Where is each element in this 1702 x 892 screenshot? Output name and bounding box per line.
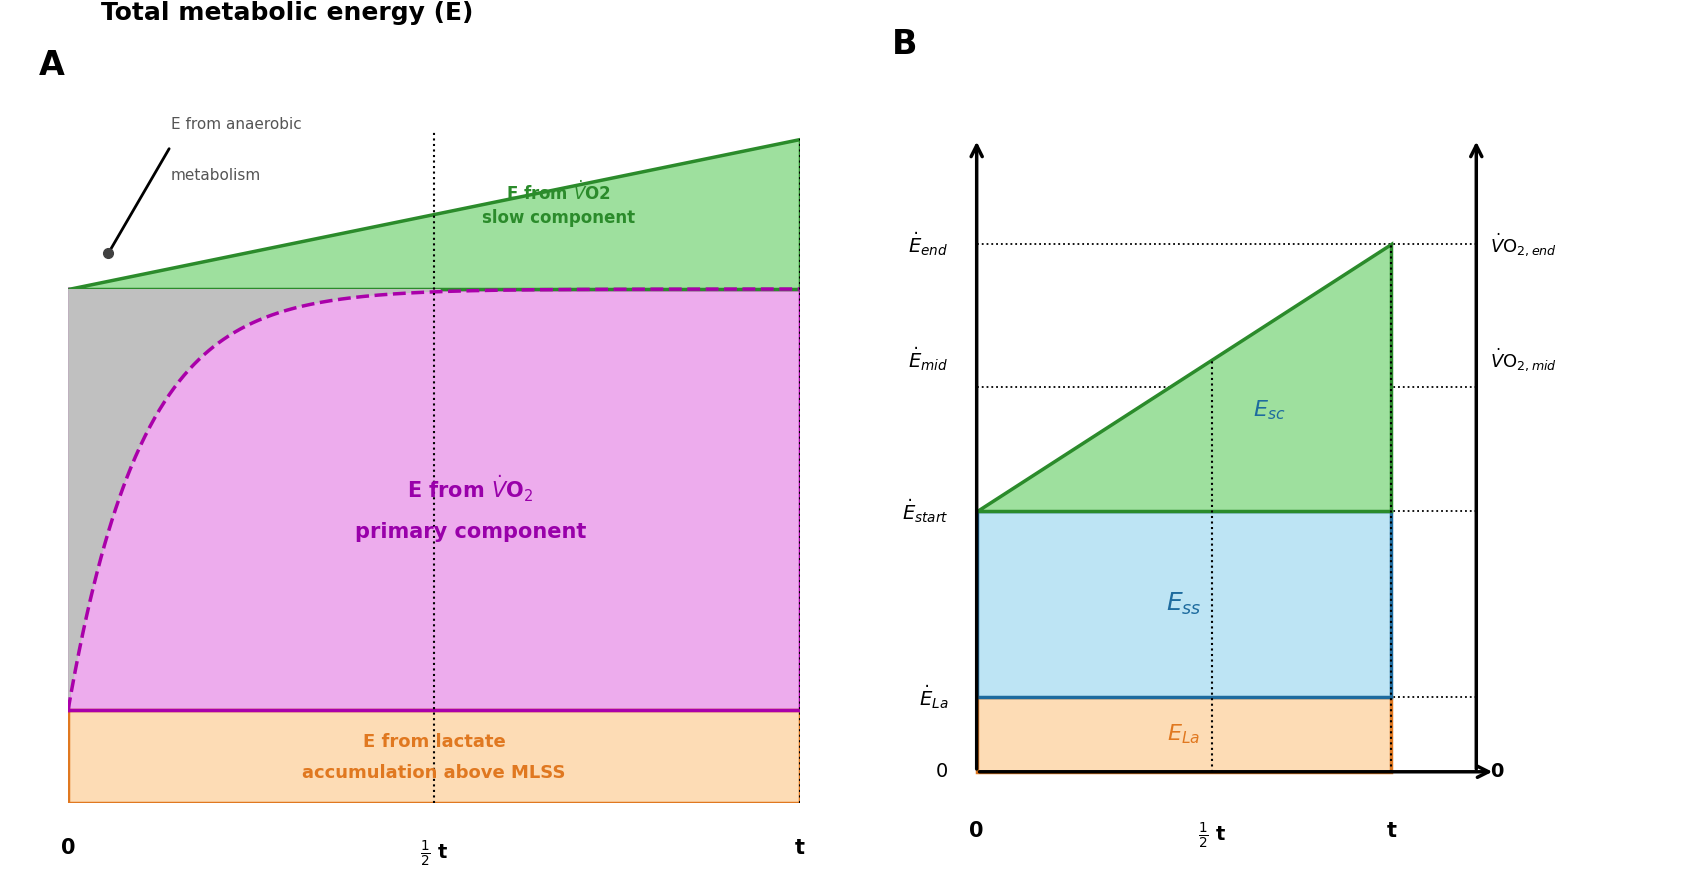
Text: 0: 0 — [970, 822, 984, 841]
Text: $\dot{V}$O$_{2,end}$: $\dot{V}$O$_{2,end}$ — [1491, 231, 1557, 258]
Text: 0: 0 — [1491, 763, 1505, 781]
Text: t: t — [1387, 822, 1396, 841]
Text: $E_{sc}$: $E_{sc}$ — [1253, 399, 1285, 422]
Polygon shape — [68, 289, 441, 710]
Text: 0: 0 — [61, 838, 75, 858]
Text: t: t — [795, 838, 805, 858]
Text: slow component: slow component — [482, 209, 635, 227]
Text: accumulation above MLSS: accumulation above MLSS — [303, 764, 565, 781]
Text: $E_{ss}$: $E_{ss}$ — [1166, 591, 1202, 617]
Text: $\dot{E}_{La}$: $\dot{E}_{La}$ — [919, 683, 948, 711]
Text: $\dot{E}_{mid}$: $\dot{E}_{mid}$ — [909, 345, 948, 374]
Polygon shape — [977, 511, 1392, 698]
Text: E from anaerobic: E from anaerobic — [170, 117, 301, 132]
Text: $\frac{1}{2}$ t: $\frac{1}{2}$ t — [420, 838, 448, 869]
Polygon shape — [977, 698, 1392, 772]
Text: 0: 0 — [936, 763, 948, 781]
Text: $\dot{E}_{end}$: $\dot{E}_{end}$ — [909, 230, 948, 259]
Text: $\dot{E}_{start}$: $\dot{E}_{start}$ — [902, 497, 948, 525]
Text: metabolism: metabolism — [170, 168, 260, 183]
Text: $\dot{V}$O$_{2,mid}$: $\dot{V}$O$_{2,mid}$ — [1491, 346, 1557, 373]
Text: primary component: primary component — [356, 522, 585, 541]
Text: Total metabolic energy (E): Total metabolic energy (E) — [102, 1, 473, 25]
Text: B: B — [892, 28, 917, 61]
Text: $E_{La}$: $E_{La}$ — [1168, 723, 1200, 747]
Polygon shape — [68, 139, 800, 289]
Text: E from lactate: E from lactate — [363, 733, 505, 751]
Text: $\frac{1}{2}$ t: $\frac{1}{2}$ t — [1198, 822, 1227, 852]
Text: A: A — [39, 49, 65, 82]
Text: E from $\dot{V}$O2: E from $\dot{V}$O2 — [505, 181, 611, 204]
Polygon shape — [977, 244, 1392, 511]
Text: E from $\dot{V}$O$_2$: E from $\dot{V}$O$_2$ — [407, 474, 534, 504]
